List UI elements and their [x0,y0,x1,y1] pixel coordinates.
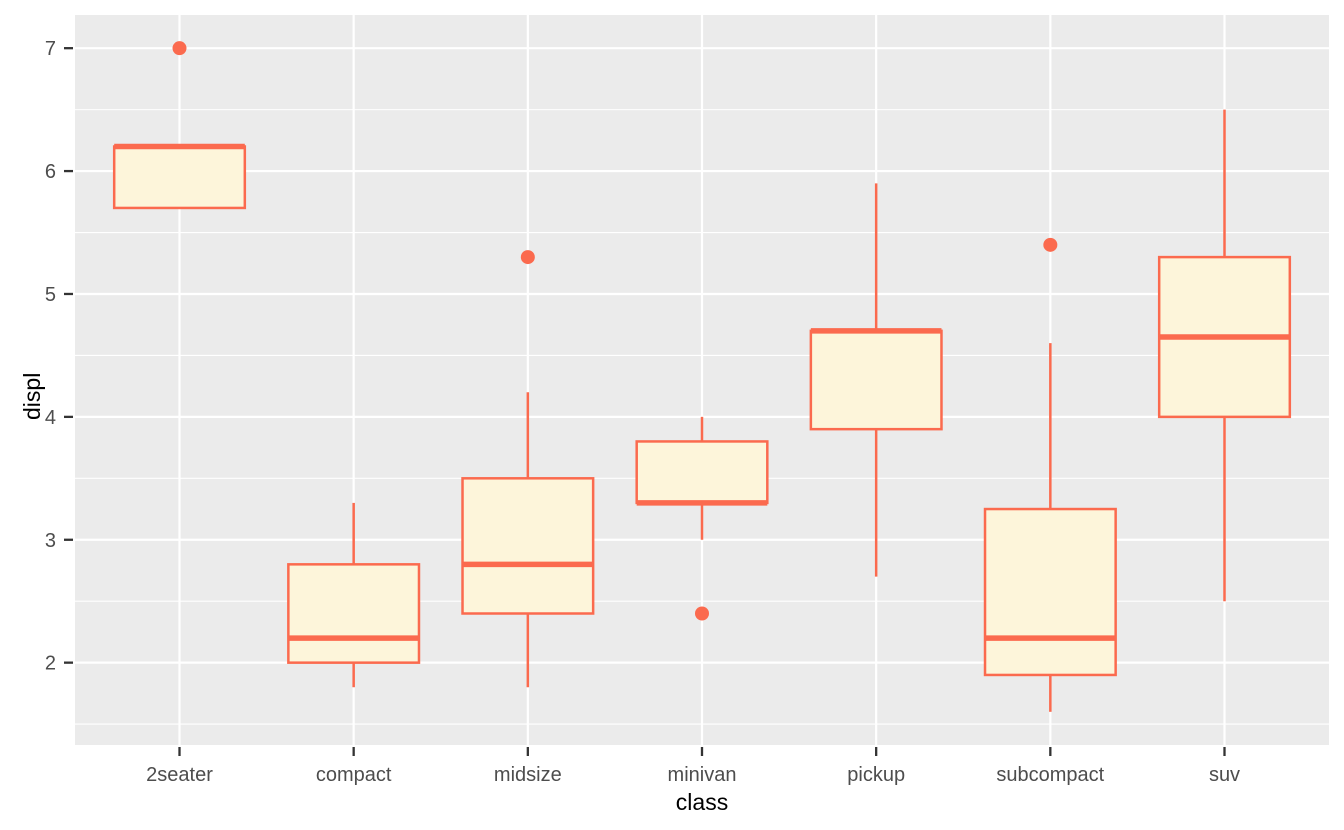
box-2seater [112,145,247,210]
box-compact [287,563,421,664]
x-tick-label-minivan: minivan [668,764,737,786]
outlier-minivan [695,606,709,621]
outlier-midsize [520,250,535,265]
x-tick-label-subcompact: subcompact [996,764,1104,786]
box-subcompact [983,507,1117,677]
y-tick-label: 3 [45,530,56,552]
outlier-2seater [172,41,187,56]
y-tick-label: 4 [45,407,56,429]
box-midsize [461,477,595,615]
box-pickup [809,329,943,431]
outlier-subcompact [1043,237,1058,252]
x-tick-label-compact: compact [316,764,392,786]
y-tick-label: 2 [45,653,56,675]
y-axis-title-text: displ [19,372,45,420]
y-tick-label: 6 [45,161,56,183]
x-tick-label-suv: suv [1209,764,1240,786]
x-tick-label-pickup: pickup [847,764,905,786]
y-tick-label: 5 [45,284,56,306]
y-tick-label: 7 [45,38,56,60]
x-axis-title: class [675,789,729,815]
x-tick-label-2seater: 2seater [146,764,213,786]
x-tick-label-midsize: midsize [494,764,562,786]
box-minivan [635,440,769,505]
